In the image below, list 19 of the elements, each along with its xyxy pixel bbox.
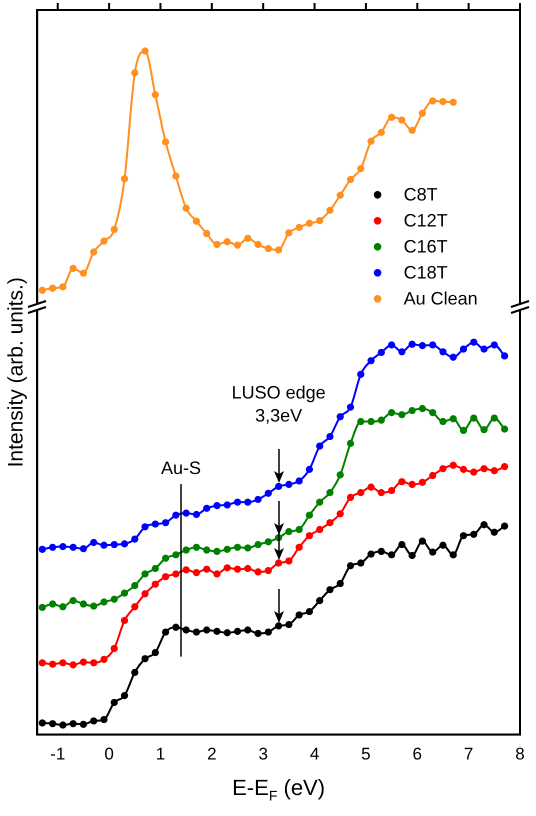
legend-label: C16T <box>404 236 448 257</box>
x-tick-label: 6 <box>412 744 422 764</box>
x-tick-label: 7 <box>464 744 474 764</box>
ref-line-label: LUSO edge 3,3eV <box>232 382 326 426</box>
ref-line-label: Au-S <box>160 458 202 478</box>
x-tick-label: 1 <box>156 744 166 764</box>
legend-label: Au Clean <box>404 288 478 309</box>
x-tick-label: 8 <box>515 744 525 764</box>
x-tick-label: 4 <box>310 744 320 764</box>
x-tick-label: 5 <box>361 744 371 764</box>
legend-label: C8T <box>404 184 438 205</box>
x-tick-label: 3 <box>258 744 268 764</box>
legend-label: C12T <box>404 210 448 231</box>
x-axis-title: E-E$_{F}$ (eV) <box>232 774 326 803</box>
y-axis-title: Intensity (arb. units.) <box>4 277 28 468</box>
x-tick-label: 0 <box>104 744 114 764</box>
x-tick-label: -1 <box>50 744 66 764</box>
x-tick-label: 2 <box>207 744 217 764</box>
legend-label: C18T <box>404 262 448 283</box>
